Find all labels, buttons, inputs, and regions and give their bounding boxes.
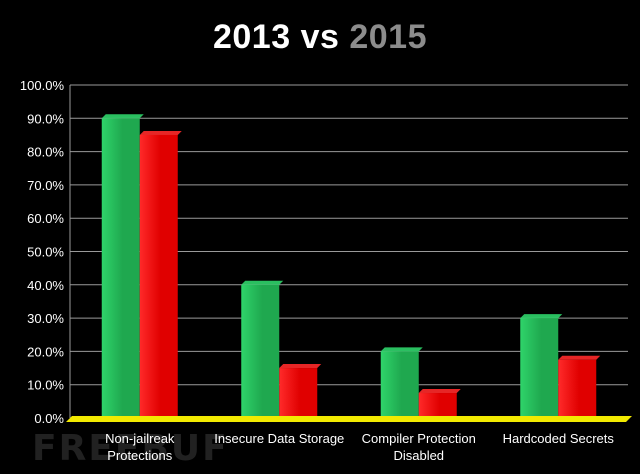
y-axis: 0.0% 10.0% 20.0% 30.0% 40.0% 50.0% 60.0% 70.0% 8… — [20, 78, 71, 426]
x-category-label: Non-jailreak — [105, 431, 175, 446]
y-tick-label: 90.0% — [27, 111, 64, 126]
y-tick-label: 50.0% — [27, 245, 64, 260]
bar-series1-2 — [380, 347, 423, 418]
x-category-label: Disabled — [393, 448, 444, 463]
y-tick-label: 20.0% — [27, 344, 64, 359]
bar-series1-0 — [101, 114, 144, 419]
x-category-label: Insecure Data Storage — [214, 431, 344, 446]
title-year-2015: 2015 — [349, 18, 427, 56]
bars — [101, 114, 601, 419]
watermark: FREEBUF — [32, 428, 229, 469]
bar-series2-1 — [279, 364, 322, 418]
y-tick-label: 40.0% — [27, 278, 64, 293]
y-tick-label: 100.0% — [20, 78, 65, 93]
title-vs: vs — [300, 18, 340, 56]
x-category-label: Compiler Protection — [362, 431, 476, 446]
title-year-2013: 2013 — [212, 18, 291, 56]
x-axis: Non-jailreak Protections Insecure Data Sto… — [66, 416, 632, 463]
y-tick-label: 10.0% — [27, 378, 64, 393]
y-tick-label: 60.0% — [27, 211, 64, 226]
x-category-label: Protections — [107, 448, 173, 463]
y-tick-label: 70.0% — [27, 178, 64, 193]
y-tick-label: 0.0% — [34, 411, 64, 426]
x-category-label: Hardcoded Secrets — [503, 431, 615, 446]
x-axis-baseline — [66, 416, 632, 422]
bar-series1-3 — [520, 314, 563, 418]
bar-series1-1 — [241, 280, 284, 418]
bar-series2-0 — [139, 130, 182, 418]
bar-series2-2 — [418, 389, 461, 418]
y-tick-label: 30.0% — [27, 311, 64, 326]
chart-title: 2013 vs 2015 — [0, 18, 640, 57]
bar-series2-3 — [558, 355, 601, 418]
y-tick-label: 80.0% — [27, 145, 64, 160]
